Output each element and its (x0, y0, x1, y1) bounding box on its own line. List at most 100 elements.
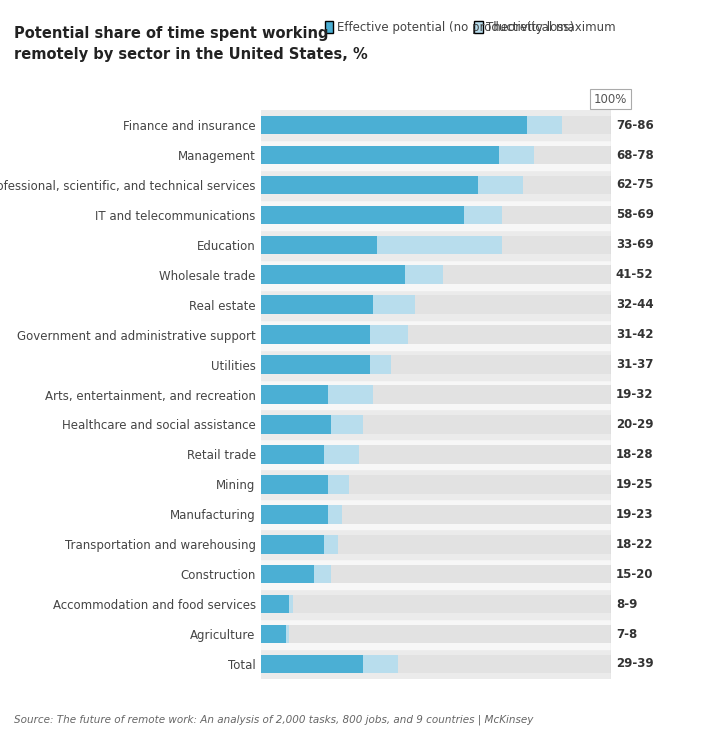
Text: Potential share of time spent working
remotely by sector in the United States, %: Potential share of time spent working re… (14, 26, 368, 62)
Bar (261, 206, 503, 224)
Bar (261, 385, 611, 404)
Bar (261, 146, 499, 164)
Bar (261, 236, 376, 254)
Bar (261, 140, 611, 170)
Bar (261, 320, 611, 349)
Bar (261, 236, 611, 254)
Bar (261, 290, 611, 320)
Bar (261, 595, 293, 614)
Bar (261, 379, 611, 410)
Bar (261, 116, 562, 134)
Bar (261, 655, 363, 673)
Bar (261, 116, 611, 134)
Bar (261, 325, 408, 344)
Bar (261, 445, 611, 464)
Text: 18-22: 18-22 (616, 538, 654, 550)
Bar (261, 505, 342, 523)
Bar (261, 266, 611, 284)
Bar (261, 175, 478, 195)
Bar (261, 475, 328, 494)
Bar (261, 415, 611, 434)
Text: 19-25: 19-25 (616, 478, 654, 491)
Bar (261, 655, 611, 673)
Bar (261, 649, 611, 679)
Bar (261, 355, 369, 374)
Bar (261, 469, 611, 499)
Text: 41-52: 41-52 (616, 268, 654, 281)
Bar (261, 230, 611, 260)
Bar (261, 625, 286, 643)
Text: 29-39: 29-39 (616, 658, 654, 670)
Text: 58-69: 58-69 (616, 208, 654, 222)
Bar (261, 295, 373, 314)
Text: 33-69: 33-69 (616, 239, 654, 251)
Bar (261, 236, 503, 254)
Bar (261, 200, 611, 230)
Text: 15-20: 15-20 (616, 567, 654, 581)
Bar (261, 385, 328, 404)
Bar (261, 565, 313, 584)
Bar (261, 505, 611, 523)
Bar (261, 415, 363, 434)
Text: 19-23: 19-23 (616, 508, 654, 521)
Text: 19-32: 19-32 (616, 388, 654, 401)
Text: 31-42: 31-42 (616, 328, 654, 341)
Bar (261, 529, 611, 559)
Bar (261, 445, 359, 464)
Text: 7-8: 7-8 (616, 628, 638, 641)
Bar (261, 589, 611, 619)
Bar (261, 559, 611, 589)
Bar (261, 385, 373, 404)
Bar (261, 295, 415, 314)
Bar (261, 206, 464, 224)
Bar (261, 535, 338, 553)
Bar (261, 625, 289, 643)
Text: 76-86: 76-86 (616, 119, 654, 131)
Bar (261, 445, 324, 464)
Bar (261, 116, 527, 134)
Bar (261, 535, 611, 553)
Bar (261, 499, 611, 529)
Text: 8-9: 8-9 (616, 597, 638, 611)
Bar (261, 355, 390, 374)
Bar (261, 475, 611, 494)
Bar (261, 266, 405, 284)
Bar (261, 619, 611, 649)
Bar (261, 266, 443, 284)
Bar (261, 349, 611, 379)
Bar (261, 595, 289, 614)
Bar (261, 475, 349, 494)
Bar (261, 295, 611, 314)
Bar (261, 655, 397, 673)
Text: 20-29: 20-29 (616, 418, 654, 431)
Text: 32-44: 32-44 (616, 298, 654, 311)
Text: 62-75: 62-75 (616, 178, 654, 192)
Bar (261, 535, 324, 553)
Text: Source: The future of remote work: An analysis of 2,000 tasks, 800 jobs, and 9 c: Source: The future of remote work: An an… (14, 715, 534, 725)
Text: 31-37: 31-37 (616, 358, 653, 371)
Bar (261, 415, 331, 434)
Text: 18-28: 18-28 (616, 448, 654, 461)
Bar (261, 440, 611, 469)
Bar (261, 170, 611, 200)
Text: Theoretical maximum: Theoretical maximum (486, 21, 616, 34)
Text: 100%: 100% (594, 92, 628, 106)
Bar (261, 110, 611, 140)
Bar (261, 325, 611, 344)
Text: 68-78: 68-78 (616, 148, 654, 161)
Bar (261, 565, 611, 584)
Bar (261, 146, 611, 164)
Bar (261, 355, 611, 374)
Bar (261, 325, 369, 344)
Bar (261, 146, 534, 164)
Bar (261, 206, 611, 224)
Text: Effective potential (no productivity loss): Effective potential (no productivity los… (337, 21, 574, 34)
Bar (261, 625, 611, 643)
Bar (261, 175, 523, 195)
Bar (261, 175, 611, 195)
Bar (261, 260, 611, 290)
Bar (261, 505, 328, 523)
Bar (261, 595, 611, 614)
Bar (261, 565, 331, 584)
Bar (261, 410, 611, 440)
